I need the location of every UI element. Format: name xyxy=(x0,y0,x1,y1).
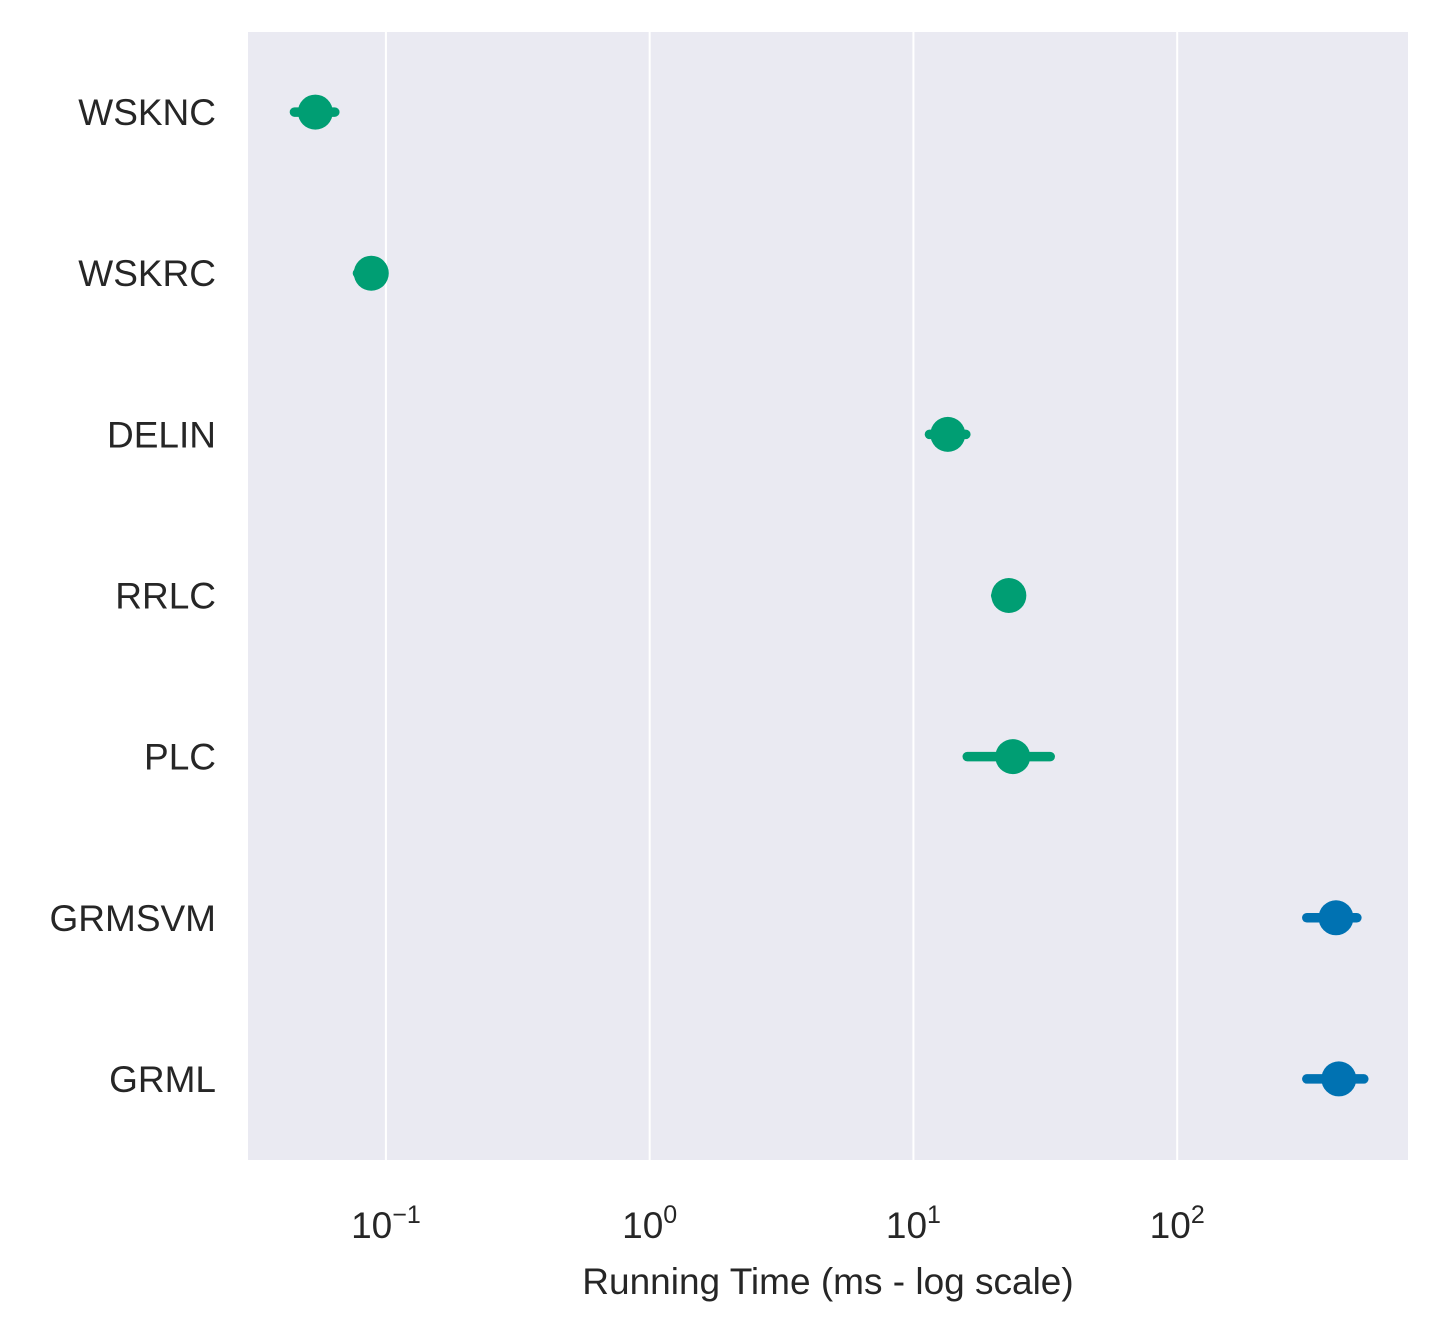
x-tick-label-2: 101 xyxy=(886,1201,941,1246)
point-marker xyxy=(991,578,1027,613)
x-tick-exponent: −1 xyxy=(392,1201,421,1229)
x-tick-label-3: 102 xyxy=(1150,1201,1205,1246)
point-wsknc xyxy=(289,94,340,130)
category-label-wskrc: WSKRC xyxy=(78,253,216,294)
category-label-grmsvm: GRMSVM xyxy=(50,898,217,939)
x-tick-exponent: 0 xyxy=(663,1201,677,1229)
x-tick-base: 10 xyxy=(351,1205,392,1246)
x-tick-base: 10 xyxy=(1150,1205,1191,1246)
x-axis-title: Running Time (ms - log scale) xyxy=(582,1261,1073,1302)
category-label-plc: PLC xyxy=(144,737,216,778)
category-labels: WSKNC WSKRC DELIN RRLC PLC GRMSVM GRML xyxy=(50,92,217,1100)
x-tick-label-1: 100 xyxy=(622,1201,677,1246)
point-plc xyxy=(962,739,1055,775)
x-tick-label-0: 10−1 xyxy=(351,1201,421,1246)
point-marker xyxy=(1318,900,1354,936)
point-delin xyxy=(924,416,971,452)
plot-area xyxy=(248,32,1408,1160)
point-rrlc xyxy=(990,578,1027,613)
point-marker xyxy=(353,255,389,291)
point-marker xyxy=(1321,1061,1357,1097)
point-marker xyxy=(995,739,1031,775)
point-marker xyxy=(930,416,966,452)
category-label-wsknc: WSKNC xyxy=(78,92,216,133)
x-tick-exponent: 1 xyxy=(927,1201,941,1229)
category-label-grml: GRML xyxy=(109,1059,216,1100)
x-tick-base: 10 xyxy=(622,1205,663,1246)
category-label-rrlc: RRLC xyxy=(115,576,216,617)
data-points xyxy=(289,94,1369,1097)
category-label-delin: DELIN xyxy=(107,414,216,455)
point-grml xyxy=(1302,1061,1369,1097)
point-marker xyxy=(297,94,333,130)
x-tick-labels: 10−1 100 101 102 xyxy=(351,1201,1205,1246)
grid-lines xyxy=(384,32,1179,1160)
x-tick-exponent: 2 xyxy=(1191,1201,1205,1229)
x-tick-base: 10 xyxy=(886,1205,927,1246)
point-wskrc xyxy=(352,255,389,291)
point-grmsvm xyxy=(1302,900,1362,936)
